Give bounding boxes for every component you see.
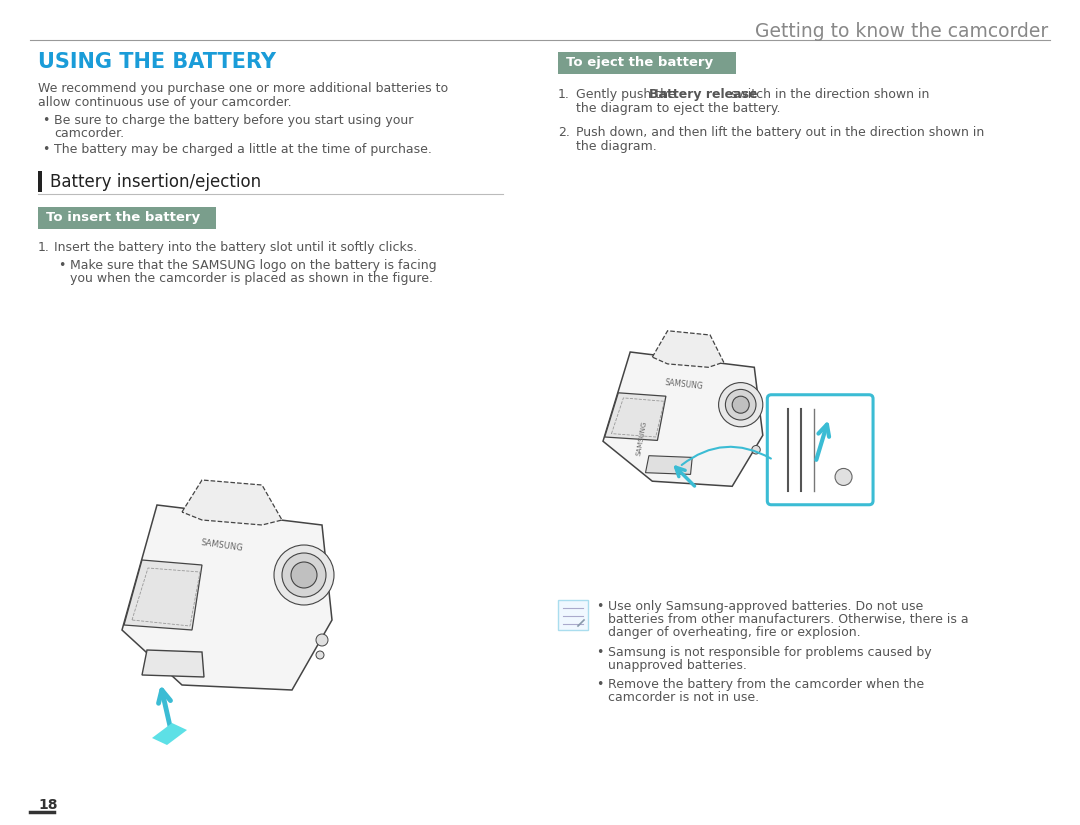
Polygon shape [646,455,692,474]
Polygon shape [652,331,724,367]
Text: camcorder.: camcorder. [54,127,124,140]
Circle shape [718,383,762,427]
Text: SAMSUNG: SAMSUNG [152,662,191,671]
Text: the diagram.: the diagram. [576,140,657,153]
Circle shape [732,396,750,413]
Circle shape [316,651,324,659]
Text: the diagram to eject the battery.: the diagram to eject the battery. [576,102,781,115]
Text: •: • [596,678,604,691]
Text: allow continuous use of your camcorder.: allow continuous use of your camcorder. [38,96,292,109]
Polygon shape [141,650,204,677]
Polygon shape [605,393,666,441]
Polygon shape [124,560,202,630]
Text: batteries from other manufacturers. Otherwise, there is a: batteries from other manufacturers. Othe… [608,613,969,626]
Text: •: • [58,259,66,272]
Text: SAMSUNG: SAMSUNG [200,538,244,553]
Circle shape [726,389,756,420]
Bar [558,600,588,630]
Text: Remove the battery from the camcorder when the: Remove the battery from the camcorder wh… [608,678,924,691]
Text: danger of overheating, fire or explosion.: danger of overheating, fire or explosion… [608,626,861,639]
Text: SAMSUNG: SAMSUNG [664,378,703,391]
Bar [558,52,735,74]
Text: Use only Samsung-approved batteries. Do not use: Use only Samsung-approved batteries. Do … [608,600,923,613]
Text: 1.: 1. [38,241,50,254]
Bar [38,171,42,192]
Circle shape [291,562,318,588]
Text: USING THE BATTERY: USING THE BATTERY [38,52,276,72]
Text: To insert the battery: To insert the battery [46,211,200,224]
Text: The battery may be charged a little at the time of purchase.: The battery may be charged a little at t… [54,143,432,156]
Circle shape [282,553,326,597]
Polygon shape [152,723,187,745]
Circle shape [316,634,328,646]
Text: •: • [596,646,604,659]
Text: Gently push the: Gently push the [576,88,679,101]
Text: SAMSUNG: SAMSUNG [635,421,647,457]
Text: Make sure that the SAMSUNG logo on the battery is facing: Make sure that the SAMSUNG logo on the b… [70,259,436,272]
Text: Battery release: Battery release [649,88,757,101]
Text: you when the camcorder is placed as shown in the figure.: you when the camcorder is placed as show… [70,272,433,285]
Text: 1.: 1. [558,88,570,101]
Text: We recommend you purchase one or more additional batteries to: We recommend you purchase one or more ad… [38,82,448,95]
Text: Be sure to charge the battery before you start using your: Be sure to charge the battery before you… [54,114,414,127]
Bar [38,207,216,229]
Polygon shape [603,352,762,486]
Text: camcorder is not in use.: camcorder is not in use. [608,691,759,704]
Text: Battery insertion/ejection: Battery insertion/ejection [50,173,261,191]
Circle shape [752,446,760,454]
Circle shape [274,545,334,605]
Text: Samsung is not responsible for problems caused by: Samsung is not responsible for problems … [608,646,932,659]
Text: unapproved batteries.: unapproved batteries. [608,659,747,672]
Text: 2.: 2. [558,126,570,139]
FancyBboxPatch shape [767,394,873,505]
Text: switch in the direction shown in: switch in the direction shown in [727,88,929,101]
Text: •: • [596,600,604,613]
Circle shape [835,469,852,485]
Text: To eject the battery: To eject the battery [566,56,713,69]
Text: •: • [42,143,50,156]
Text: Getting to know the camcorder: Getting to know the camcorder [755,22,1048,41]
Text: Insert the battery into the battery slot until it softly clicks.: Insert the battery into the battery slot… [54,241,417,254]
Text: •: • [42,114,50,127]
Polygon shape [183,480,282,525]
Text: 18: 18 [38,798,57,812]
Polygon shape [122,505,332,690]
Text: Push down, and then lift the battery out in the direction shown in: Push down, and then lift the battery out… [576,126,984,139]
